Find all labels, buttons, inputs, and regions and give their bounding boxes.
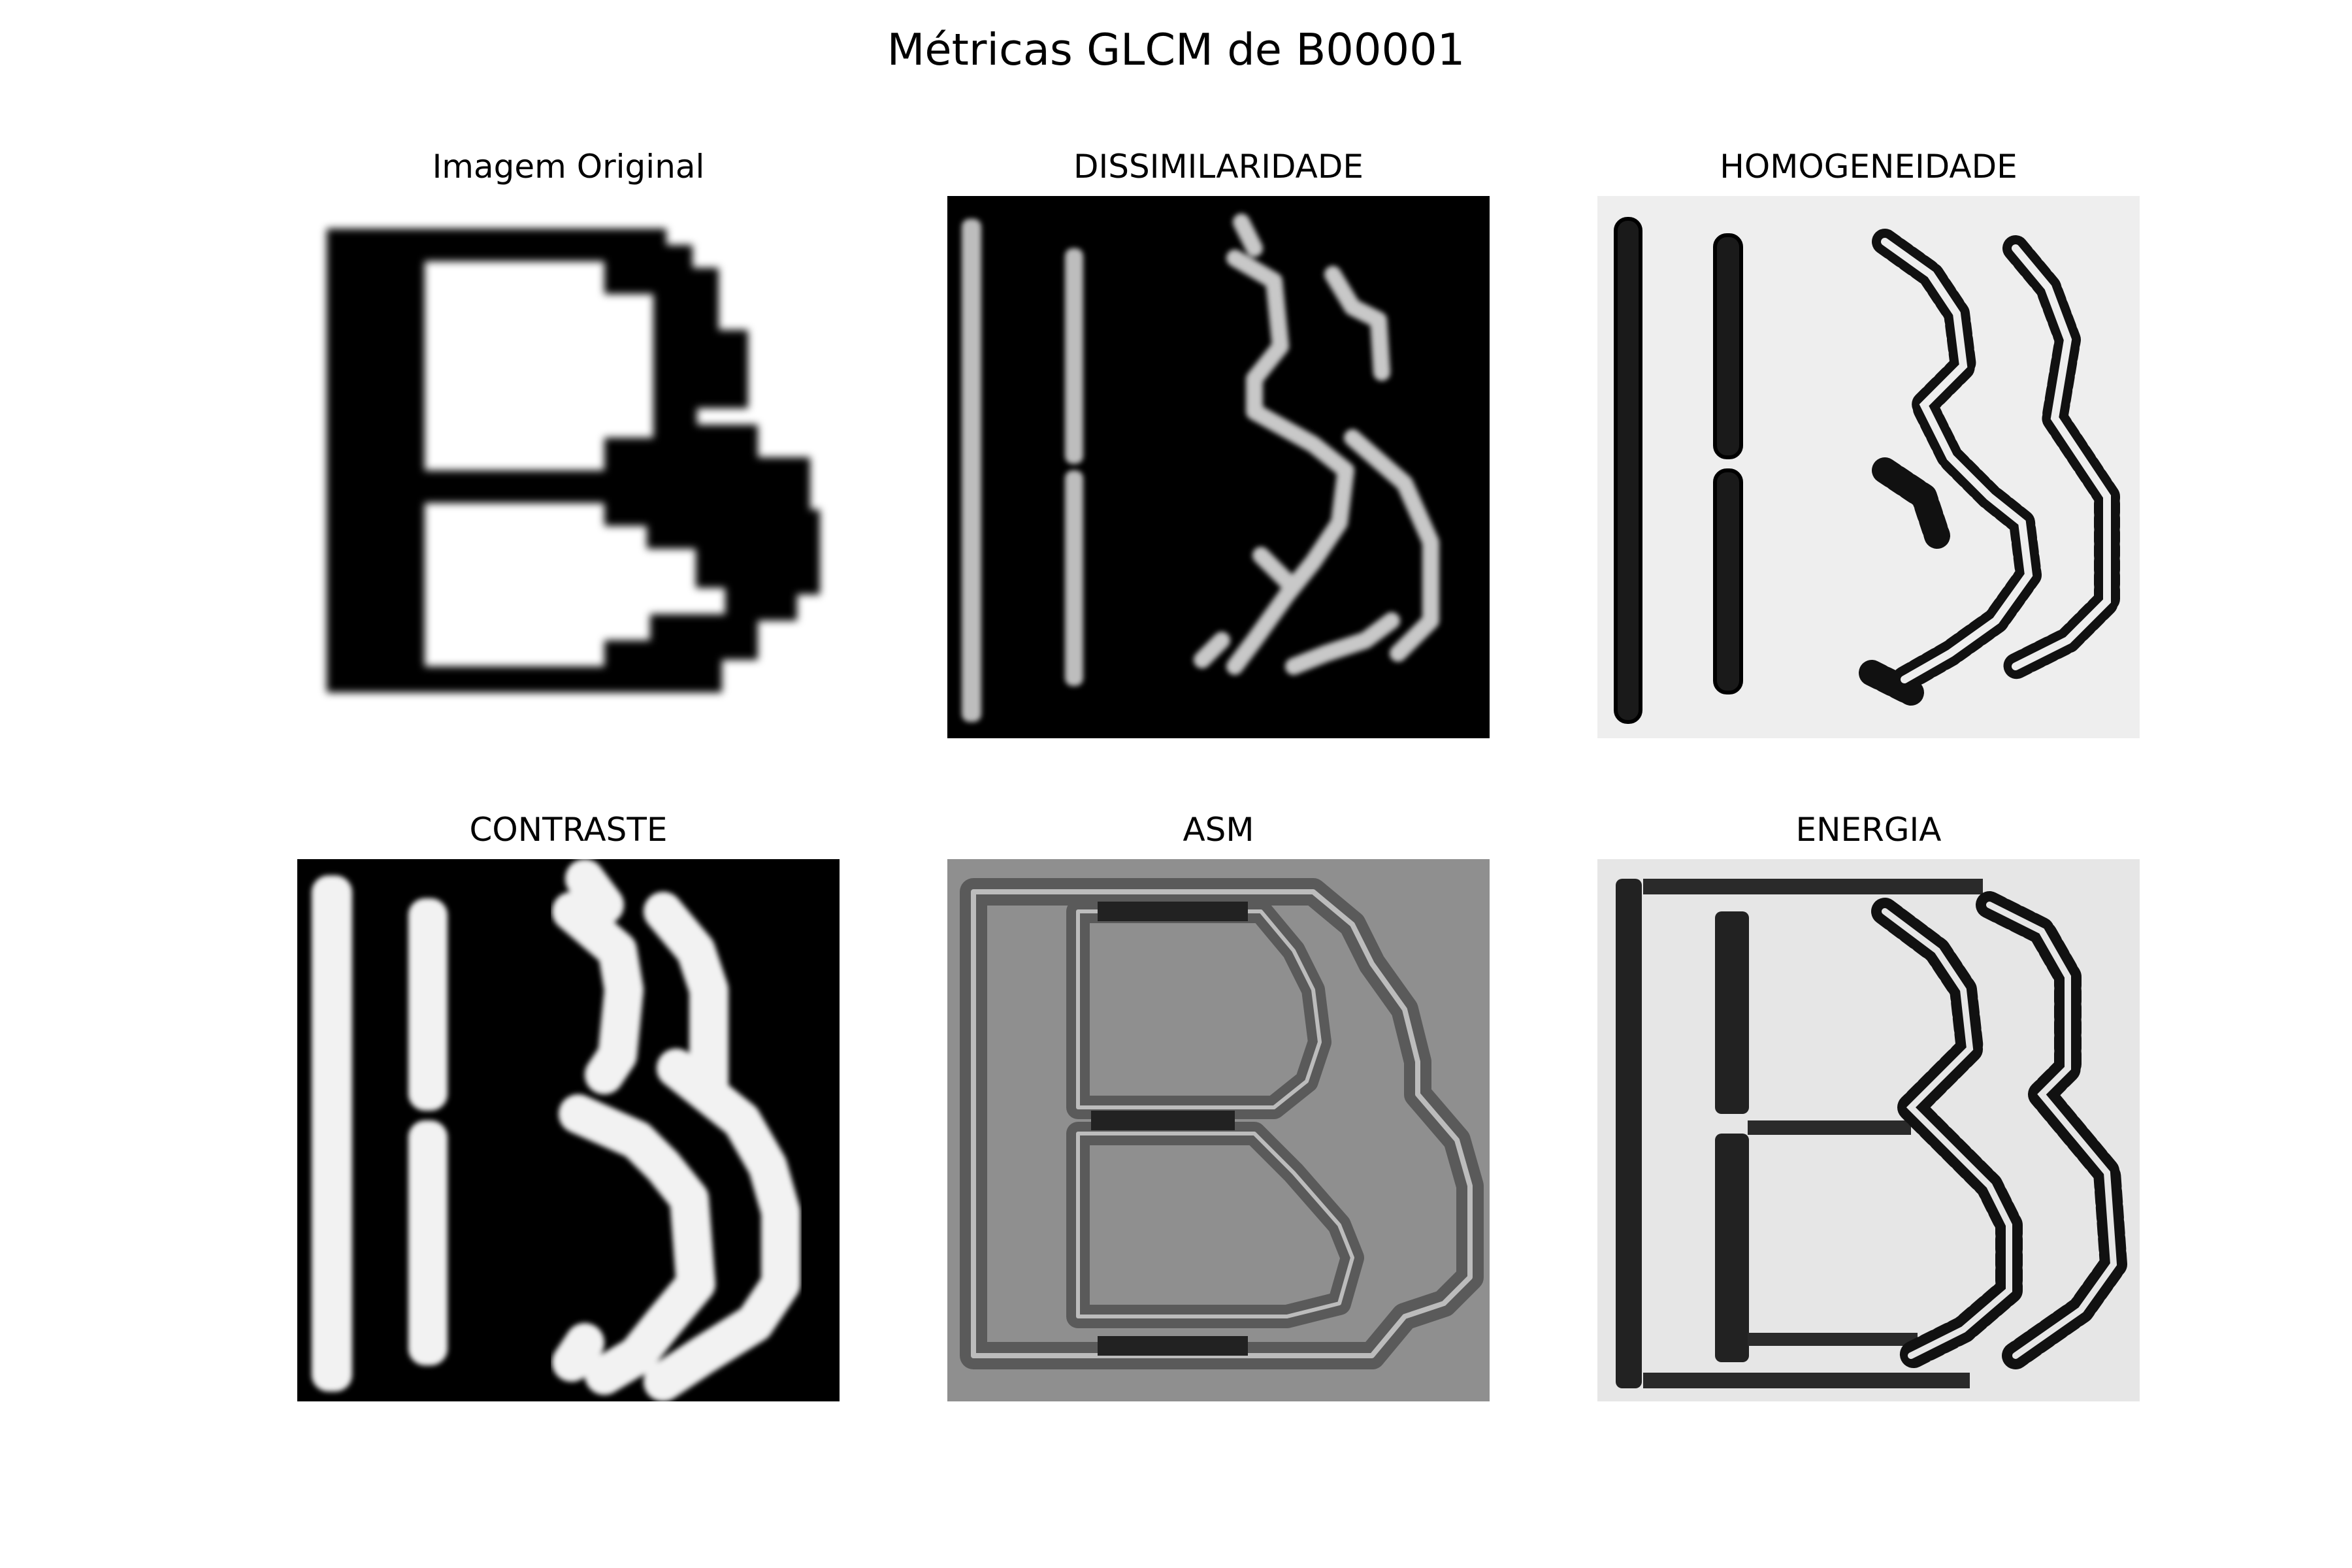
panel-title-asm: ASM bbox=[1183, 811, 1254, 849]
dissimilarity-map bbox=[947, 196, 1490, 738]
figure-title: Métricas GLCM de B00001 bbox=[887, 24, 1465, 75]
panel-original-image bbox=[297, 196, 840, 738]
asm-map bbox=[947, 859, 1490, 1401]
panel-contrast bbox=[297, 859, 840, 1401]
homogeneity-map bbox=[1597, 196, 2140, 738]
original-image bbox=[297, 196, 840, 738]
contrast-map bbox=[297, 859, 840, 1401]
panel-title-original: Imagem Original bbox=[432, 148, 705, 186]
panel-title-homogeneity: HOMOGENEIDADE bbox=[1720, 148, 2017, 186]
panel-asm bbox=[947, 859, 1490, 1401]
panel-title-dissimilarity: DISSIMILARIDADE bbox=[1073, 148, 1364, 186]
panel-title-contrast: CONTRASTE bbox=[469, 811, 668, 849]
panel-dissimilarity bbox=[947, 196, 1490, 738]
panel-homogeneity bbox=[1597, 196, 2140, 738]
panel-energy bbox=[1597, 859, 2140, 1401]
panel-title-energy: ENERGIA bbox=[1795, 811, 1942, 849]
energy-map bbox=[1597, 859, 2140, 1401]
